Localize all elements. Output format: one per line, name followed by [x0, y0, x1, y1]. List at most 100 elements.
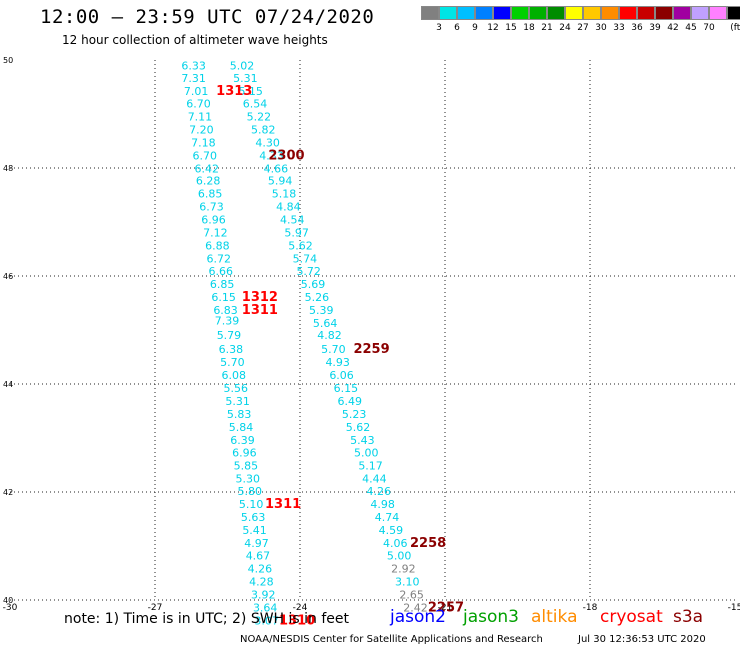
- wave-height-label: 5.41: [242, 524, 267, 537]
- legend-label: 39: [649, 23, 661, 33]
- y-tick-label: 46: [3, 272, 13, 281]
- wave-height-label: 5.31: [233, 72, 258, 85]
- wave-height-label: 6.85: [210, 278, 235, 291]
- legend-swatch: [547, 6, 565, 20]
- legend-swatch: [421, 6, 439, 20]
- wave-height-label: 6.28: [196, 175, 221, 188]
- y-tick-label: 44: [3, 380, 13, 389]
- wave-height-label: 4.26: [248, 562, 273, 575]
- legend-swatch: [475, 6, 493, 20]
- wave-height-label: 5.94: [268, 175, 293, 188]
- wave-height-label: 6.66: [208, 265, 233, 278]
- wave-height-label: 6.15: [211, 291, 236, 304]
- y-tick-label: 50: [3, 56, 13, 65]
- wave-height-label: 6.15: [334, 382, 359, 395]
- legend-swatch: [457, 6, 475, 20]
- wave-height-label: 5.74: [293, 253, 318, 266]
- wave-height-label: 4.33: [259, 149, 284, 162]
- wave-height-points: 6.337.317.016.707.117.207.186.706.426.28…: [181, 60, 427, 628]
- legend-swatch: [529, 6, 547, 20]
- legend-label: 21: [541, 23, 553, 33]
- timestamp-text: Jul 30 12:36:53 UTC 2020: [578, 634, 706, 645]
- wave-height-label: 6.70: [193, 149, 218, 162]
- y-tick-label: 40: [3, 596, 13, 605]
- time-label: 2257: [428, 600, 464, 615]
- wave-height-label: 4.59: [379, 524, 404, 537]
- satellite-label-altika: altika: [531, 607, 578, 627]
- wave-height-label: 5.80: [237, 485, 262, 498]
- wave-height-label: 4.06: [383, 537, 408, 550]
- legend-label: 15: [505, 23, 517, 33]
- legend-swatch: [673, 6, 691, 20]
- wave-height-label: 6.96: [232, 446, 257, 459]
- wave-height-label: 5.82: [251, 123, 276, 136]
- legend-label: 45: [685, 23, 697, 33]
- wave-height-label: 7.39: [215, 315, 240, 328]
- wave-height-label: 5.18: [272, 188, 297, 201]
- wave-height-label: 3.64: [253, 601, 278, 614]
- legend-swatch: [709, 6, 727, 20]
- wave-height-label: 6.08: [222, 369, 247, 382]
- wave-height-label: 2.65: [399, 588, 424, 601]
- wave-height-label: 2.42: [403, 601, 428, 614]
- wave-height-label: 5.70: [321, 343, 346, 356]
- x-tick-label: -21: [438, 603, 453, 613]
- page-title: 12:00 — 23:59 UTC 07/24/2020: [40, 6, 375, 28]
- wave-height-label: 5.63: [241, 511, 266, 524]
- wave-height-label: 5.39: [309, 304, 334, 317]
- wave-height-label: 6.42: [194, 162, 219, 175]
- wave-height-label: 6.06: [329, 369, 354, 382]
- legend-label: 42: [667, 23, 679, 33]
- wave-height-label: 6.73: [199, 201, 224, 214]
- y-tick-label: 48: [3, 164, 13, 173]
- wave-height-label: 5.85: [234, 459, 259, 472]
- wave-height-label: 7.01: [184, 85, 209, 98]
- legend-swatch: [655, 6, 673, 20]
- wave-height-label: 4.93: [325, 356, 350, 369]
- wave-height-label: 4.28: [249, 575, 274, 588]
- wave-height-label: 5.15: [238, 85, 263, 98]
- legend-label: 70: [703, 23, 715, 33]
- wave-height-label: 7.31: [181, 72, 206, 85]
- legend-label: 3: [436, 23, 442, 33]
- wave-height-label: 4.67: [246, 550, 271, 563]
- legend-swatch: [439, 6, 457, 20]
- wave-height-label: 6.83: [213, 304, 238, 317]
- wave-height-label: 6.54: [243, 98, 268, 111]
- time-label: 1312: [242, 290, 278, 305]
- wave-height-label: 4.97: [244, 537, 269, 550]
- wave-height-label: 5.83: [227, 408, 252, 421]
- satellite-label-jason2: jason2: [390, 607, 446, 627]
- grid-lines: [10, 60, 735, 601]
- wave-height-label: 5.62: [346, 421, 371, 434]
- wave-height-label: 5.26: [305, 291, 330, 304]
- wave-height-label: 5.56: [223, 382, 248, 395]
- wave-height-label: 6.88: [205, 240, 230, 253]
- x-tick-label: -18: [583, 603, 598, 613]
- time-label: 2259: [353, 342, 389, 357]
- wave-height-label: 3.92: [251, 588, 276, 601]
- legend-label: 12: [487, 23, 499, 33]
- legend-label: 36: [631, 23, 643, 33]
- wave-height-label: 4.74: [375, 511, 400, 524]
- wave-height-label: 5.62: [288, 240, 313, 253]
- satellite-label-cryosat: cryosat: [600, 607, 663, 627]
- wave-height-label: 5.31: [225, 395, 250, 408]
- wave-height-label: 5.02: [230, 60, 255, 73]
- x-tick-label: -27: [148, 603, 163, 613]
- wave-height-label: 6.38: [219, 343, 244, 356]
- footer-note: note: 1) Time is in UTC; 2) SWH is in fe…: [64, 611, 350, 627]
- wave-height-label: 5.97: [284, 227, 309, 240]
- wave-height-label: 3.07: [254, 614, 279, 627]
- time-label: 2258: [410, 536, 446, 551]
- axis-ticks: -30 -27 -24 -21 -18 -15 40 42 44 46 48 50: [3, 56, 740, 613]
- wave-height-label: 5.79: [217, 329, 242, 342]
- wave-height-label: 6.70: [186, 98, 211, 111]
- wave-height-label: 7.20: [189, 123, 214, 136]
- wave-height-label: 5.64: [313, 317, 338, 330]
- legend-label: 6: [454, 23, 460, 33]
- wave-height-label: 5.23: [342, 408, 367, 421]
- wave-height-label: 5.30: [236, 472, 261, 485]
- legend-swatch: [601, 6, 619, 20]
- legend-label: 24: [559, 23, 571, 33]
